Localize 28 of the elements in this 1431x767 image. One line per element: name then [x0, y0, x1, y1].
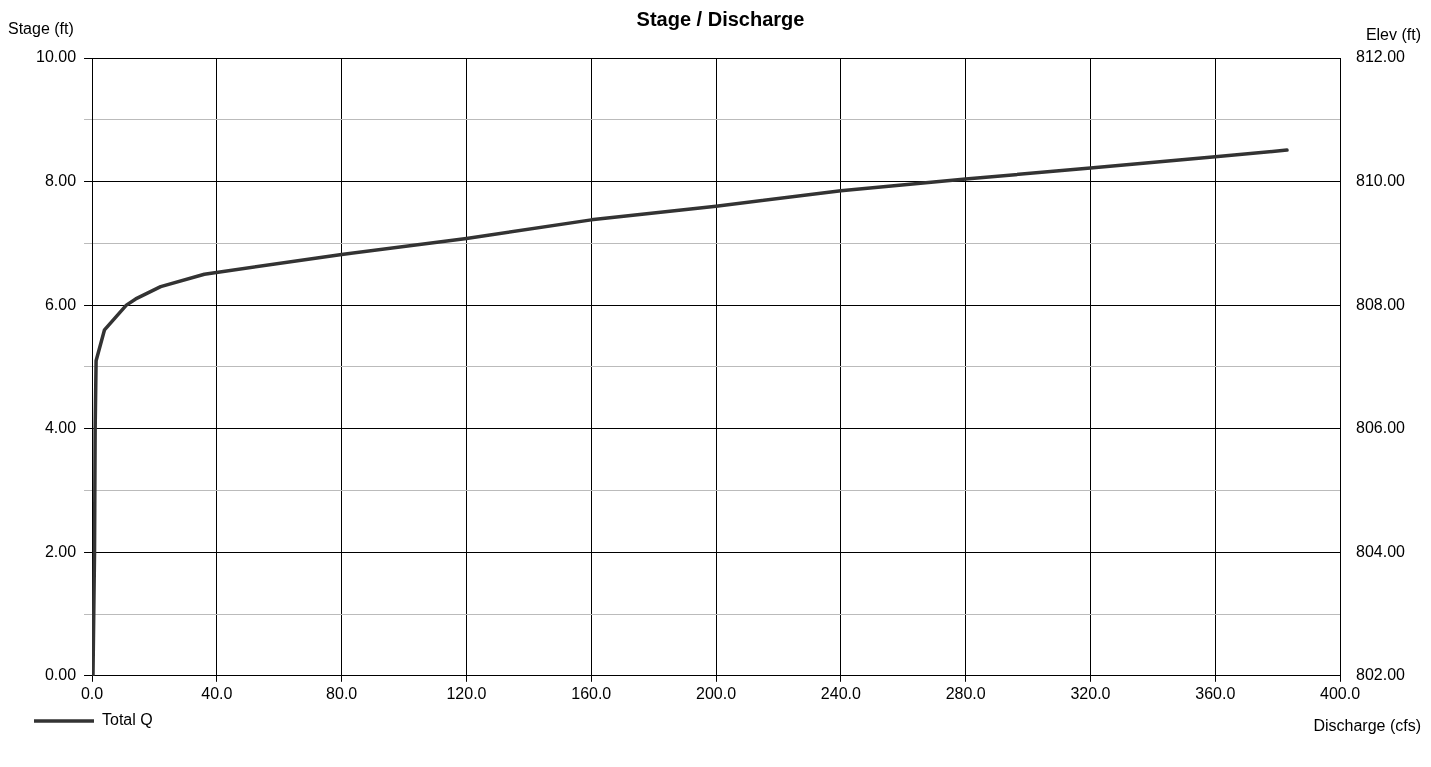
x-tick-label: 360.0 — [1195, 684, 1236, 702]
y-tick-label: 8.00 — [44, 171, 77, 189]
y-tick-label: 0.00 — [44, 666, 77, 684]
x-tick-label: 0.0 — [80, 684, 104, 702]
x-tick-label: 320.0 — [1070, 684, 1111, 702]
x-tick-label: 80.0 — [326, 684, 358, 702]
legend-label: Total Q — [102, 711, 153, 729]
x-tick-label: 400.0 — [1320, 684, 1361, 702]
chart-title: Stage / Discharge — [636, 7, 805, 30]
y2-tick-label: 802.00 — [1356, 666, 1406, 684]
x-tick-label: 240.0 — [820, 684, 861, 702]
x-axis-title: Discharge (cfs) — [1313, 716, 1421, 734]
y-tick-label: 10.00 — [35, 48, 77, 66]
y2-tick-label: 810.00 — [1356, 171, 1406, 189]
y-tick-label: 6.00 — [44, 295, 77, 313]
y2-axis-title: Elev (ft) — [1365, 26, 1421, 43]
y-axis-title: Stage (ft) — [8, 20, 74, 37]
x-tick-label: 280.0 — [945, 684, 986, 702]
x-tick-label: 120.0 — [446, 684, 487, 702]
x-tick-label: 160.0 — [571, 684, 612, 702]
y2-tick-label: 804.00 — [1356, 542, 1406, 560]
y2-tick-label: 812.00 — [1356, 48, 1406, 66]
y-tick-label: 2.00 — [44, 542, 77, 560]
y2-tick-label: 808.00 — [1356, 295, 1406, 313]
x-tick-label: 40.0 — [201, 684, 233, 702]
y-tick-label: 4.00 — [44, 419, 77, 437]
x-tick-label: 200.0 — [696, 684, 737, 702]
y2-tick-label: 806.00 — [1356, 419, 1406, 437]
